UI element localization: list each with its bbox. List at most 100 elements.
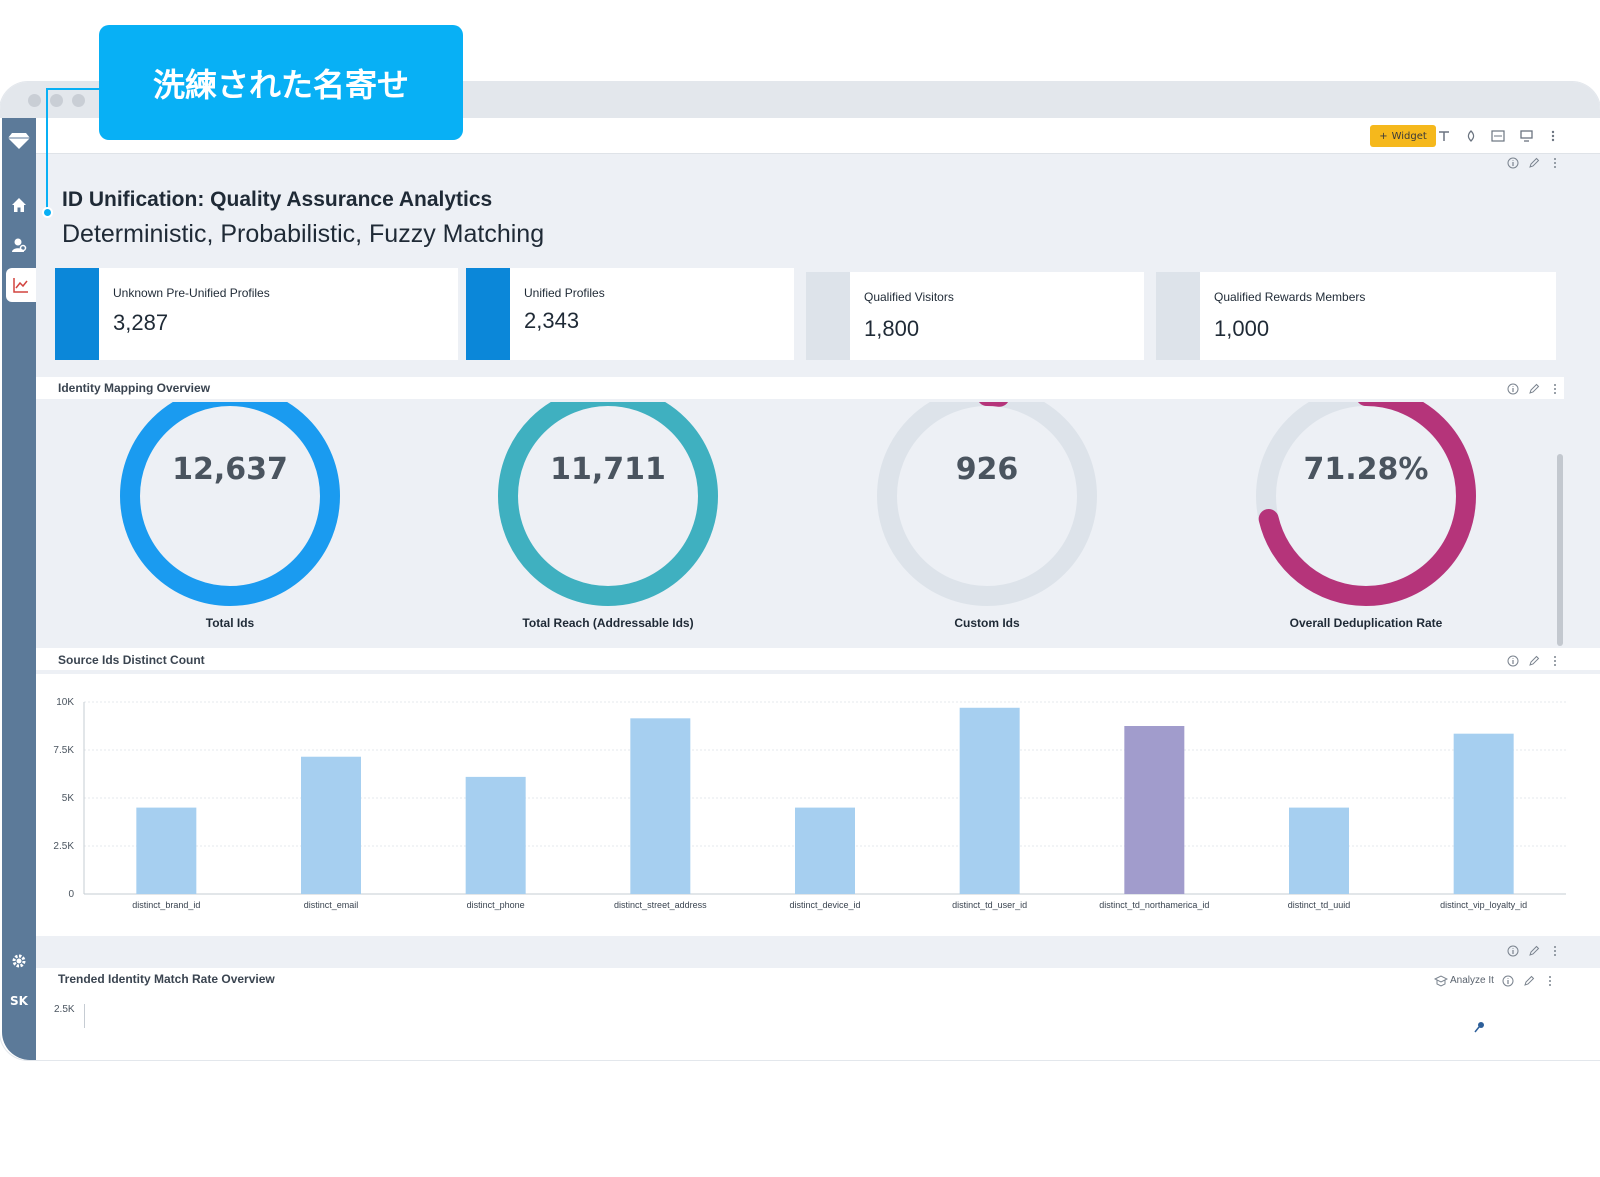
app-window: SK + Widget [0, 82, 1600, 1060]
panel-more-icon[interactable] [1548, 382, 1561, 395]
donut-track [877, 402, 1097, 606]
kpi-accent-bar [806, 272, 850, 360]
vertical-scrollbar[interactable] [1557, 454, 1563, 646]
donut-value: 12,637 [172, 452, 288, 487]
audience-icon[interactable] [2, 228, 36, 262]
diamond-logo-icon[interactable] [2, 124, 36, 158]
donut-center [519, 407, 697, 585]
y-tick-label: 10K [56, 697, 74, 708]
identity-panel-controls [1506, 382, 1561, 395]
feature-callout: 洗練された名寄せ [99, 25, 463, 140]
pdf-icon[interactable] [1489, 127, 1507, 145]
filter-icon[interactable] [1462, 127, 1480, 145]
kpi-card-unified-profiles: Unified Profiles 2,343 [466, 268, 794, 360]
x-tick-label: distinct_td_uuid [1288, 900, 1351, 910]
edit-icon[interactable] [1527, 382, 1540, 395]
panel-more-icon[interactable] [1548, 156, 1561, 169]
donut-value: 71.28% [1303, 452, 1429, 487]
sidebar: SK [2, 118, 36, 1060]
kpi-label: Unknown Pre-Unified Profiles [113, 286, 270, 300]
analyze-it-button[interactable]: Analyze It [1450, 975, 1494, 986]
source-ids-chart-panel: 0 2.5K 5K 7.5K 10K distinct_brand_id distinct_… [36, 674, 1600, 936]
y-tick-label: 5K [62, 793, 75, 804]
x-tick-label: distinct_brand_id [132, 900, 200, 910]
home-icon[interactable] [2, 188, 36, 222]
callout-text: 洗練された名寄せ [152, 65, 409, 104]
edit-icon[interactable] [1527, 654, 1540, 667]
window-close-dot[interactable] [28, 94, 41, 107]
donut-label: Total Ids [205, 616, 255, 630]
source-ids-header: Source Ids Distinct Count [36, 648, 1600, 670]
bar-distinct_brand_id [136, 807, 197, 894]
analyze-icon[interactable] [1434, 974, 1448, 987]
analytics-icon[interactable] [6, 268, 36, 302]
kpi-card-qualified-visitors: Qualified Visitors 1,800 [806, 272, 1144, 360]
panel-more-icon[interactable] [1544, 974, 1557, 987]
identity-overview-header: Identity Mapping Overview [36, 377, 1564, 399]
info-icon[interactable] [1506, 382, 1519, 395]
donut-arc [120, 402, 340, 606]
x-tick-label: distinct_td_user_id [952, 900, 1027, 910]
identity-donuts: 12,637 Total Ids 11,711 Total Reach (Add… [36, 402, 1564, 650]
x-tick-label: distinct_device_id [789, 900, 860, 910]
source-panel-controls [1506, 654, 1561, 667]
title-panel-controls [1506, 156, 1561, 169]
donut-center [141, 407, 319, 585]
info-icon[interactable] [1506, 654, 1519, 667]
more-menu-icon[interactable] [1544, 127, 1562, 145]
source-ids-bar-chart: 0 2.5K 5K 7.5K 10K distinct_brand_id distinct_… [53, 697, 1566, 910]
window-minimize-dot[interactable] [50, 94, 63, 107]
callout-anchor-dot [42, 207, 53, 218]
trend-ytick-top: 2.5K [54, 1004, 75, 1015]
kpi-value: 1,000 [1214, 316, 1270, 341]
donut-center [1277, 407, 1455, 585]
panel-more-icon[interactable] [1548, 654, 1561, 667]
info-icon[interactable] [1502, 974, 1515, 987]
add-widget-label: Widget [1391, 130, 1427, 142]
panel-more-icon[interactable] [1548, 944, 1561, 957]
text-icon[interactable] [1435, 127, 1453, 145]
bar-distinct_email [301, 756, 361, 894]
edit-icon[interactable] [1523, 974, 1536, 987]
y-tick-label: 2.5K [53, 841, 74, 852]
bar-distinct_device_id [795, 807, 855, 894]
gear-icon[interactable] [2, 944, 36, 978]
donut-label: Total Reach (Addressable Ids) [522, 616, 694, 630]
kpi-accent-bar [55, 268, 99, 360]
x-tick-label: distinct_email [304, 900, 359, 910]
bar-distinct_td_uuid [1289, 807, 1349, 894]
x-tick-label: distinct_phone [467, 900, 525, 910]
kpi-label: Qualified Rewards Members [1214, 290, 1366, 304]
kpi-card-unknown-profiles: Unknown Pre-Unified Profiles 3,287 [55, 268, 458, 360]
kpi-accent-bar [466, 268, 510, 360]
trend-point-marker-icon [1473, 1018, 1485, 1037]
donut-total-reach: 11,711 [488, 402, 728, 616]
bar-distinct_vip_loyalty_id [1453, 733, 1514, 894]
dashboard-subtitle: Deterministic, Probabilistic, Fuzzy Matc… [62, 220, 545, 248]
bar-distinct_phone [465, 776, 526, 894]
trend-panel: Trended Identity Match Rate Overview Ana… [36, 968, 1600, 1060]
edit-icon[interactable] [1527, 156, 1540, 169]
donut-custom-ids: 926 [867, 402, 1107, 616]
info-icon[interactable] [1506, 156, 1519, 169]
dashboard-main: + Widget ID Unification [36, 118, 1600, 1060]
user-avatar[interactable]: SK [2, 984, 36, 1018]
add-widget-button[interactable]: + Widget [1370, 125, 1436, 147]
kpi-accent-bar [1156, 272, 1200, 360]
x-tick-label: distinct_vip_loyalty_id [1440, 900, 1527, 910]
y-tick-label: 0 [68, 889, 74, 900]
bar-distinct_td_user_id [959, 707, 1020, 894]
info-icon[interactable] [1506, 944, 1519, 957]
donut-total-ids: 12,637 [110, 402, 350, 616]
callout-connector-vertical [46, 88, 48, 212]
donut-label: Custom Ids [954, 616, 1020, 630]
window-maximize-dot[interactable] [72, 94, 85, 107]
donut-arc [498, 402, 718, 606]
dashboard-title: ID Unification: Quality Assurance Analyt… [62, 188, 493, 211]
x-tick-label: distinct_td_northamerica_id [1099, 900, 1209, 910]
trend-panel-controls: Analyze It [1434, 974, 1557, 987]
present-icon[interactable] [1517, 127, 1535, 145]
identity-overview-title: Identity Mapping Overview [58, 381, 211, 395]
x-tick-label: distinct_street_address [614, 900, 707, 910]
edit-icon[interactable] [1527, 944, 1540, 957]
